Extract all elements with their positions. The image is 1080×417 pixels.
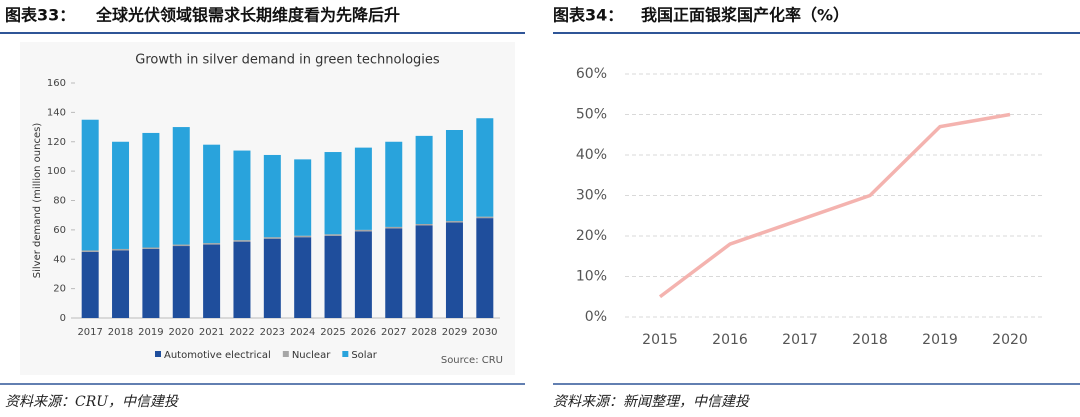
- x-tick-label: 2019: [922, 332, 958, 348]
- legend-swatch: [155, 351, 161, 357]
- panel-label: 图表33：: [5, 6, 75, 25]
- x-tick-label: 2026: [351, 327, 376, 338]
- bar-segment: [172, 244, 190, 247]
- bar-segment: [415, 135, 433, 224]
- bar-segment: [385, 228, 403, 318]
- bar-segment: [476, 118, 494, 217]
- y-tick-label: 100: [47, 166, 66, 177]
- y-tick-label: 30%: [576, 188, 607, 204]
- y-tick-label: 140: [47, 107, 66, 118]
- x-tick-label: 2017: [77, 327, 102, 338]
- bar-segment: [385, 141, 403, 227]
- bar-segment: [385, 226, 403, 229]
- source: 资料来源：新闻整理，中信建投: [553, 394, 751, 410]
- bar-segment: [172, 246, 190, 318]
- y-tick-label: 40: [53, 254, 66, 265]
- y-tick-label: 0%: [585, 309, 607, 325]
- bar-segment: [445, 221, 463, 223]
- x-tick-label: 2029: [442, 327, 467, 338]
- bar-segment: [354, 231, 372, 318]
- bar-segment: [294, 159, 312, 236]
- legend-label: Automotive electrical: [164, 350, 271, 361]
- x-tick-label: 2025: [320, 327, 345, 338]
- bar-segment: [324, 234, 342, 236]
- bar-segment: [445, 222, 463, 318]
- x-tick-label: 2022: [229, 327, 254, 338]
- chart-title: Growth in silver demand in green technol…: [135, 53, 440, 68]
- bar-segment: [81, 250, 99, 252]
- bar-segment: [354, 147, 372, 230]
- bar-segment: [142, 248, 160, 318]
- bar-segment: [294, 237, 312, 318]
- x-tick-label: 2020: [992, 332, 1028, 348]
- bar-segment: [415, 224, 433, 226]
- bar-segment: [233, 240, 251, 242]
- bar-segment: [203, 244, 221, 318]
- bar-segment: [445, 130, 463, 222]
- x-tick-label: 2015: [642, 332, 678, 348]
- x-tick-label: 2021: [199, 327, 224, 338]
- bar-segment: [112, 141, 130, 249]
- bar-segment: [294, 235, 312, 238]
- bar-segment: [324, 235, 342, 318]
- y-tick-label: 20%: [576, 228, 607, 244]
- bar-segment: [263, 237, 281, 239]
- bar-segment: [233, 150, 251, 241]
- x-tick-label: 2016: [712, 332, 748, 348]
- y-tick-label: 60: [53, 225, 66, 236]
- bar-segment: [203, 144, 221, 244]
- bar-segment: [233, 241, 251, 318]
- legend-swatch: [342, 351, 349, 357]
- bar-segment: [81, 251, 99, 318]
- bar-segment: [476, 216, 494, 219]
- x-tick-label: 2018: [108, 327, 133, 338]
- x-tick-label: 2030: [472, 327, 497, 338]
- panel-title: 我国正面银浆国产化率（%）: [641, 6, 849, 25]
- bar-segment: [263, 238, 281, 318]
- y-tick-label: 50%: [576, 107, 607, 123]
- x-tick-label: 2017: [782, 332, 818, 348]
- y-tick-label: 10%: [576, 269, 607, 285]
- line-series: [658, 112, 1011, 299]
- legend-label: Solar: [351, 350, 377, 361]
- bar-segment: [324, 152, 342, 235]
- source: 资料来源：CRU，中信建投: [5, 394, 180, 410]
- x-tick-label: 2027: [381, 327, 406, 338]
- y-tick-label: 0: [60, 313, 66, 324]
- bar-segment: [142, 247, 160, 249]
- y-tick-label: 20: [53, 284, 66, 295]
- x-tick-label: 2020: [169, 327, 194, 338]
- legend-label: Nuclear: [292, 350, 331, 361]
- y-tick-label: 160: [47, 78, 66, 89]
- x-tick-label: 2028: [411, 327, 436, 338]
- bar-segment: [142, 132, 160, 248]
- y-tick-label: 40%: [576, 147, 607, 163]
- panel-title: 全球光伏领域银需求长期维度看为先降后升: [95, 6, 400, 25]
- x-tick-label: 2019: [138, 327, 163, 338]
- bar-segment: [172, 127, 190, 245]
- panel-label: 图表34：: [553, 6, 623, 25]
- x-tick-label: 2018: [852, 332, 888, 348]
- bar-segment: [415, 225, 433, 318]
- legend-swatch: [282, 351, 289, 357]
- x-tick-label: 2023: [260, 327, 285, 338]
- y-tick-label: 120: [47, 137, 66, 148]
- bar-segment: [81, 119, 99, 251]
- x-tick-label: 2024: [290, 327, 315, 338]
- bar-segment: [203, 243, 221, 245]
- y-tick-label: 80: [53, 196, 66, 207]
- bar-segment: [476, 218, 494, 318]
- bar-segment: [112, 250, 130, 318]
- bar-segment: [263, 154, 281, 238]
- bar-segment: [354, 229, 372, 232]
- bar-segment: [112, 248, 130, 251]
- chart-source: Source: CRU: [441, 355, 503, 366]
- y-axis-label: Silver demand (million ounces): [32, 123, 43, 279]
- y-tick-label: 60%: [576, 66, 607, 82]
